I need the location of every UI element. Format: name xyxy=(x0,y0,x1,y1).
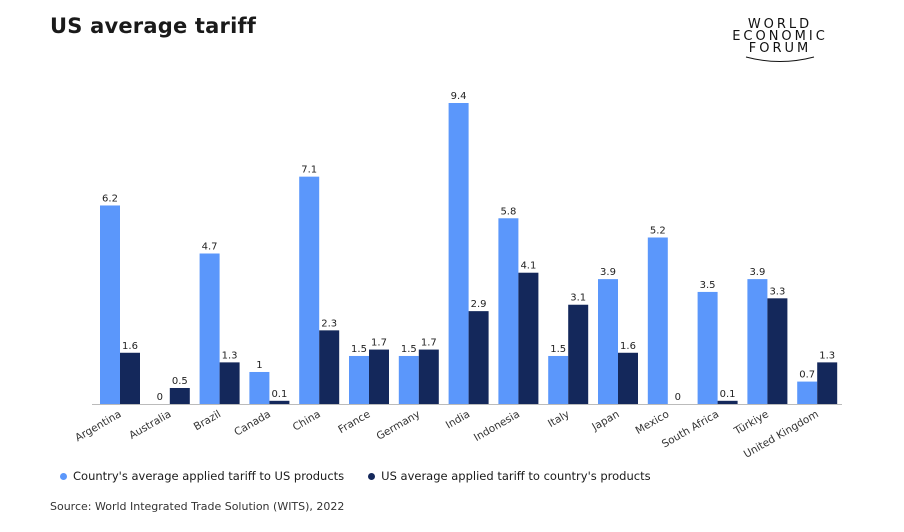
category-label-11: Mexico xyxy=(634,408,672,437)
category-label-7: India xyxy=(444,408,472,431)
wef-logo: WORLD ECONOMIC FORUM xyxy=(700,18,860,62)
chart-title: US average tariff xyxy=(50,14,257,38)
data-label-2-3: 0.1 xyxy=(271,389,287,400)
bar-1-3 xyxy=(249,371,270,404)
data-label-2-1: 0.5 xyxy=(172,376,188,387)
legend-label-series-2: US average applied tariff to country's p… xyxy=(381,469,651,483)
data-label-1-8: 5.8 xyxy=(500,206,516,217)
bar-2-5 xyxy=(369,349,389,404)
legend-swatch-series-2 xyxy=(368,472,376,480)
data-label-2-11: 0 xyxy=(675,392,681,403)
data-label-2-7: 2.9 xyxy=(471,299,487,310)
legend-item-series-1: Country's average applied tariff to US p… xyxy=(60,469,344,483)
bar-1-10 xyxy=(598,279,618,404)
data-label-1-1: 0 xyxy=(157,392,163,403)
bar-1-7 xyxy=(448,103,469,404)
category-label-13: Türkiye xyxy=(731,408,770,438)
bar-1-2 xyxy=(199,253,220,404)
data-label-2-0: 1.6 xyxy=(122,341,138,352)
bar-2-2 xyxy=(219,362,240,404)
category-label-4: China xyxy=(291,408,323,433)
category-label-6: Germany xyxy=(375,408,423,443)
logo-line-1: WORLD xyxy=(747,17,813,32)
bar-1-13 xyxy=(747,279,768,404)
data-label-2-8: 4.1 xyxy=(520,261,536,272)
category-label-1: Australia xyxy=(127,408,173,442)
data-label-2-12: 0.1 xyxy=(720,389,736,400)
bar-2-10 xyxy=(618,352,638,404)
data-label-2-2: 1.3 xyxy=(222,350,238,361)
category-label-12: South Africa xyxy=(660,408,721,450)
data-label-2-9: 3.1 xyxy=(570,293,586,304)
bar-1-14 xyxy=(797,381,818,404)
bar-2-13 xyxy=(767,298,788,404)
data-label-2-4: 2.3 xyxy=(321,318,337,329)
data-label-1-10: 3.9 xyxy=(600,267,616,278)
data-label-1-4: 7.1 xyxy=(301,165,317,176)
data-label-2-6: 1.7 xyxy=(421,338,437,349)
legend: Country's average applied tariff to US p… xyxy=(60,469,651,483)
data-label-1-13: 3.9 xyxy=(749,267,765,278)
bar-2-9 xyxy=(568,304,589,404)
bar-2-6 xyxy=(418,349,439,404)
category-label-2: Brazil xyxy=(192,408,223,433)
data-label-1-2: 4.7 xyxy=(202,242,218,253)
bar-1-6 xyxy=(398,355,419,404)
data-label-1-0: 6.2 xyxy=(102,193,118,204)
data-label-2-10: 1.6 xyxy=(620,341,636,352)
source-note: Source: World Integrated Trade Solution … xyxy=(50,500,345,513)
bar-1-11 xyxy=(647,237,668,404)
bar-2-4 xyxy=(319,330,340,404)
logo-line-2: ECONOMIC xyxy=(732,29,828,44)
bar-1-12 xyxy=(697,291,718,404)
bar-2-12 xyxy=(717,400,738,404)
data-label-1-7: 9.4 xyxy=(451,91,467,102)
bar-1-5 xyxy=(349,355,369,404)
data-label-1-5: 1.5 xyxy=(351,344,367,355)
bar-1-9 xyxy=(548,355,569,404)
logo-line-3: FORUM xyxy=(748,41,812,56)
bar-2-3 xyxy=(269,400,290,404)
category-label-9: Italy xyxy=(546,408,572,430)
data-label-1-6: 1.5 xyxy=(401,344,417,355)
bar-chart: 6.2 1.6 Argentina 0 0.5 Australia 4.7 1.3 Brazil… xyxy=(73,91,842,460)
bar-2-8 xyxy=(518,272,539,404)
data-label-1-11: 5.2 xyxy=(650,225,666,236)
data-label-2-13: 3.3 xyxy=(769,286,785,297)
data-label-2-5: 1.7 xyxy=(371,338,387,349)
bar-2-14 xyxy=(817,362,838,404)
category-label-3: Canada xyxy=(232,408,273,438)
bar-2-7 xyxy=(468,311,489,404)
bar-1-4 xyxy=(299,176,320,404)
data-label-1-3: 1 xyxy=(256,360,262,371)
legend-item-series-2: US average applied tariff to country's p… xyxy=(368,469,651,483)
data-label-1-12: 3.5 xyxy=(700,280,716,291)
bar-2-0 xyxy=(120,352,140,404)
data-label-1-9: 1.5 xyxy=(550,344,566,355)
bar-1-8 xyxy=(498,218,519,404)
legend-label-series-1: Country's average applied tariff to US p… xyxy=(73,469,345,483)
data-label-1-14: 0.7 xyxy=(799,370,815,381)
category-label-0: Argentina xyxy=(73,408,123,444)
bar-2-1 xyxy=(169,387,190,404)
legend-swatch-series-1 xyxy=(60,472,67,480)
data-label-2-14: 1.3 xyxy=(819,350,835,361)
category-label-8: Indonesia xyxy=(472,408,522,444)
category-label-5: France xyxy=(336,408,372,436)
bar-1-0 xyxy=(100,205,120,404)
category-label-10: Japan xyxy=(589,408,621,434)
logo-arc-icon xyxy=(745,56,815,62)
